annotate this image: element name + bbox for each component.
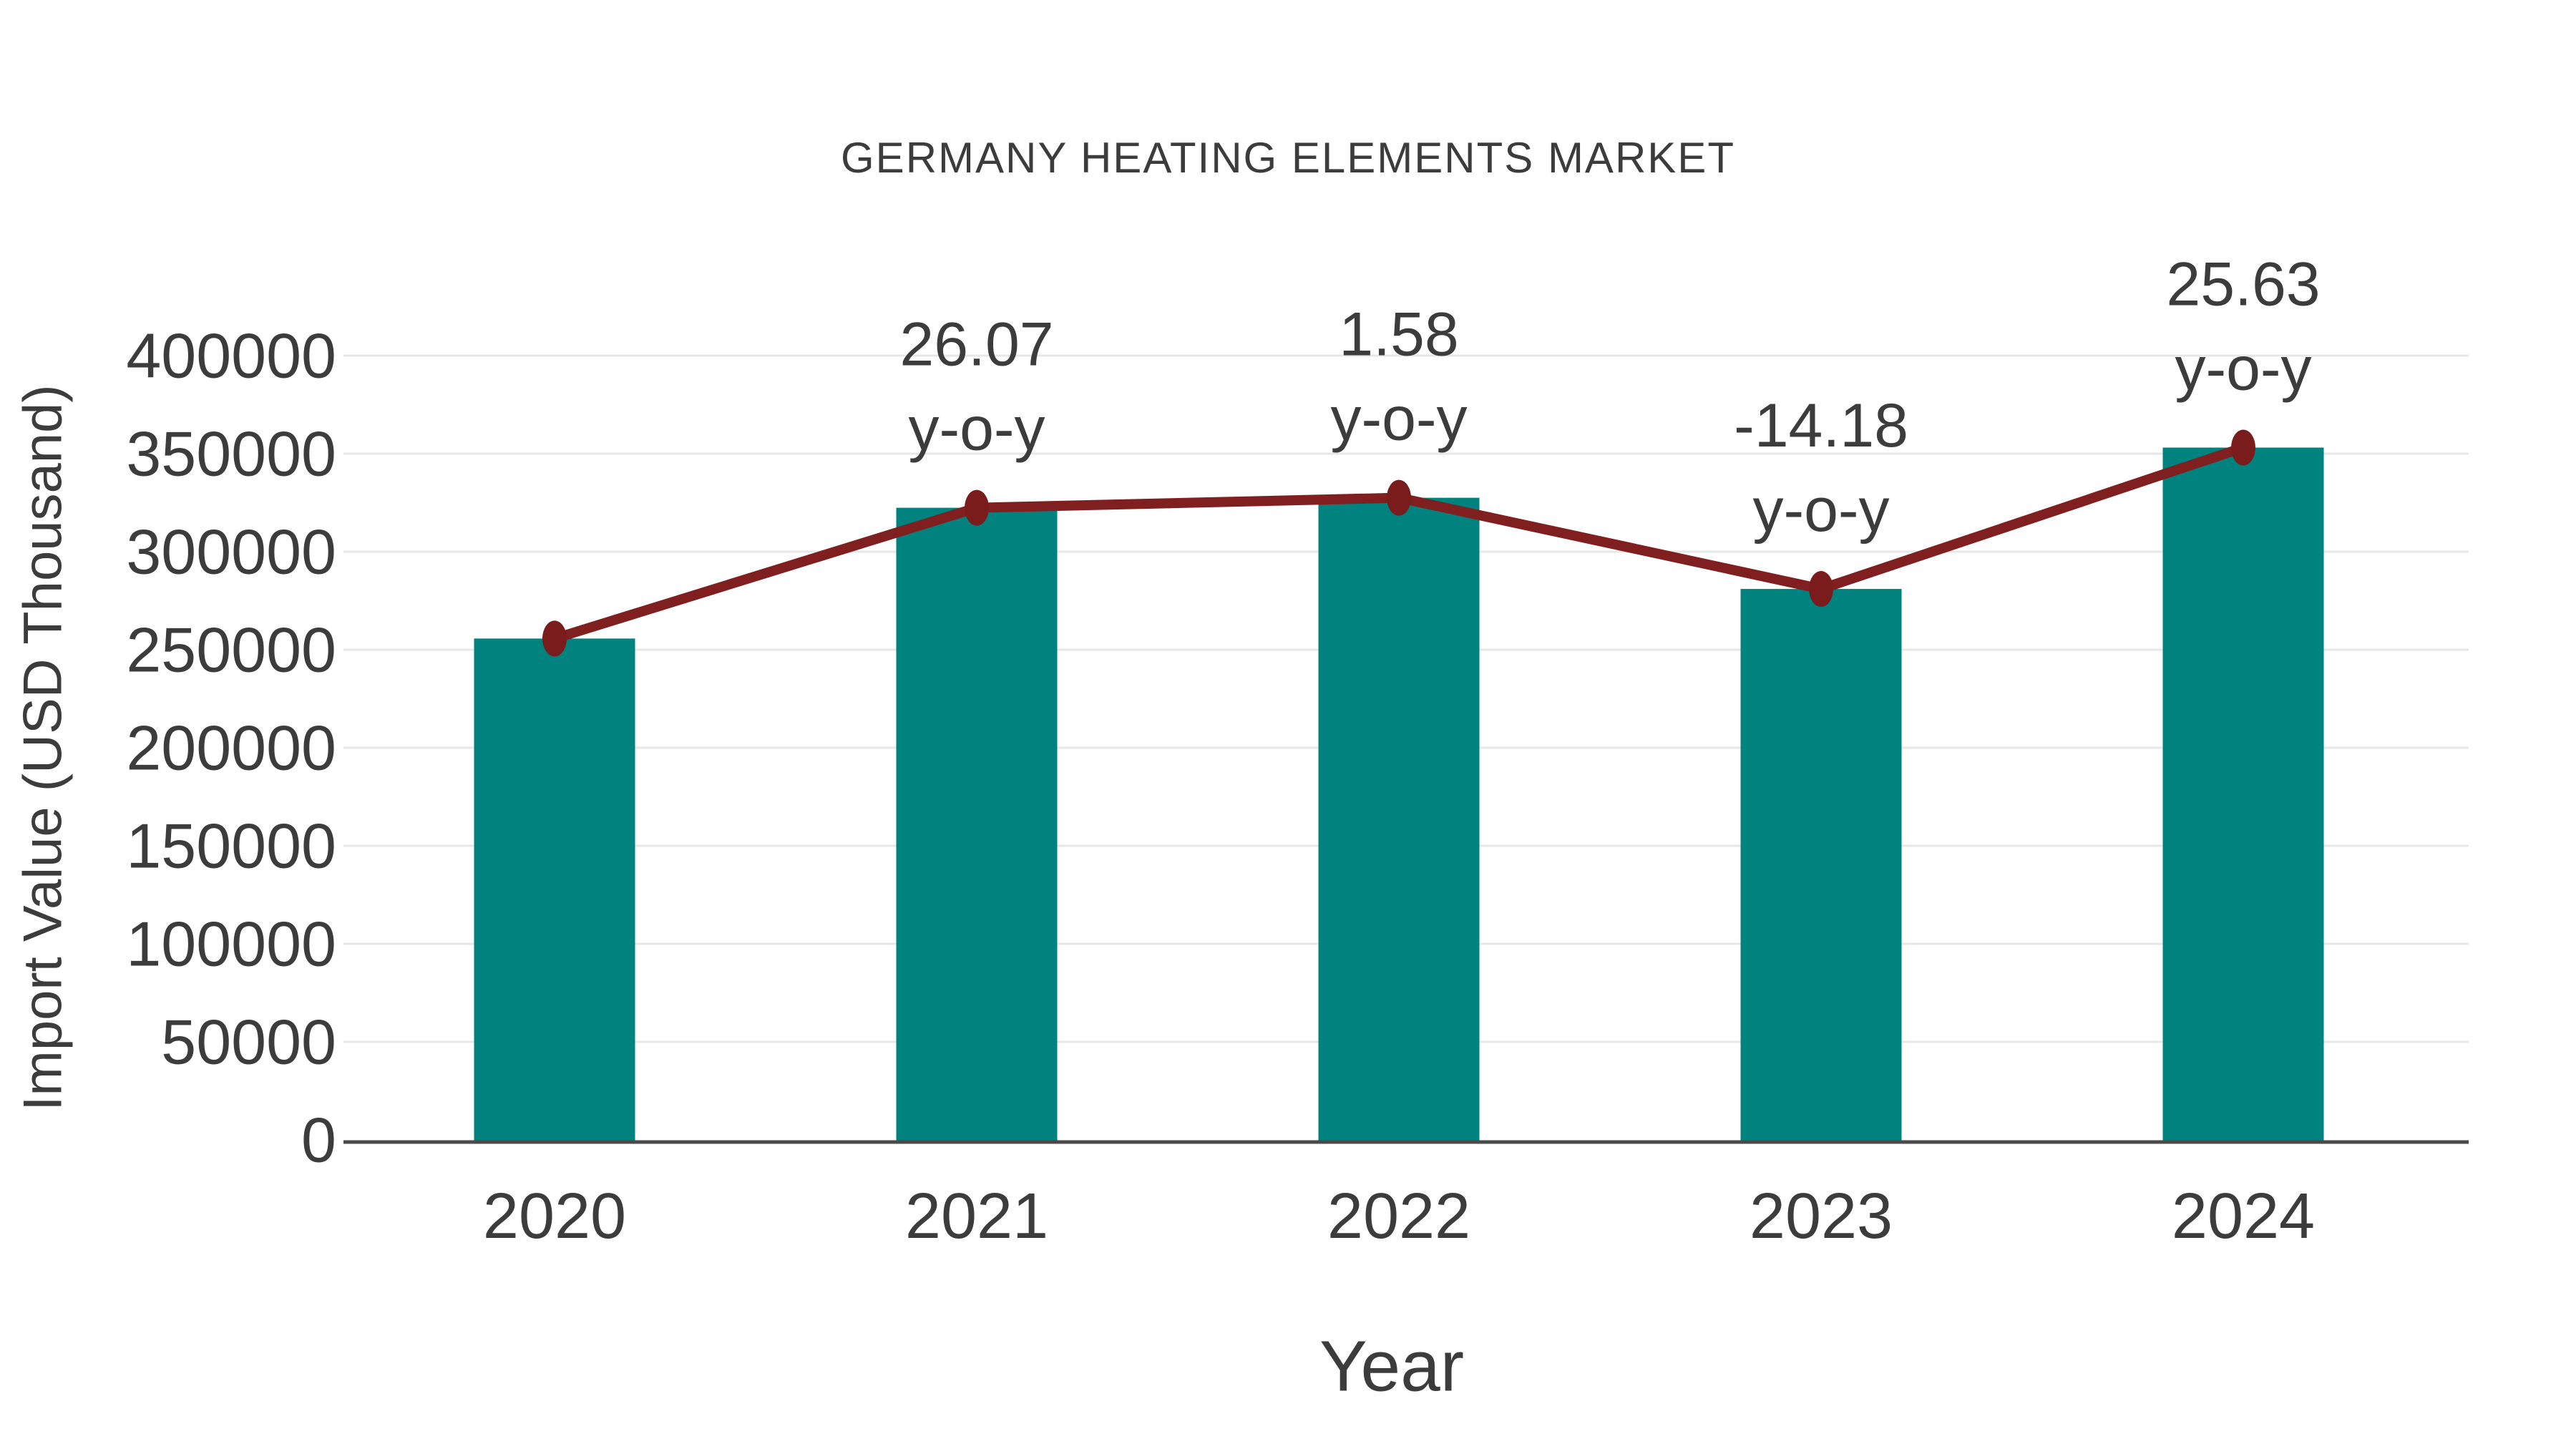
x-tick-label: 2024: [2172, 1181, 2315, 1252]
chart-title: GERMANY HEATING ELEMENTS MARKET: [841, 134, 1735, 182]
bar-2021: [896, 507, 1058, 1142]
yoy-value-label: 26.07: [899, 311, 1053, 379]
yoy-value-label: -14.18: [1734, 391, 1908, 460]
y-tick-label: 150000: [126, 811, 336, 882]
y-tick-label: 250000: [126, 615, 336, 686]
y-tick-label: 400000: [126, 321, 336, 391]
marker-2021: [965, 489, 989, 526]
yoy-suffix-label: y-o-y: [1330, 385, 1467, 454]
x-tick-label: 2021: [905, 1181, 1048, 1252]
yoy-suffix-label: y-o-y: [908, 395, 1045, 464]
bar-2022: [1318, 497, 1480, 1142]
yoy-suffix-label: y-o-y: [2175, 335, 2311, 404]
y-tick-label: 200000: [126, 713, 336, 784]
y-tick-label: 100000: [126, 909, 336, 980]
yoy-value-label: 1.58: [1339, 301, 1458, 369]
marker-2023: [1809, 571, 1833, 608]
bar-2023: [1740, 589, 1902, 1142]
bar-2020: [474, 638, 635, 1142]
x-tick-label: 2020: [483, 1181, 626, 1252]
marker-2022: [1387, 479, 1411, 516]
x-tick-label: 2023: [1750, 1181, 1893, 1252]
bar-2024: [2162, 447, 2324, 1142]
y-tick-label: 350000: [126, 419, 336, 489]
x-tick-label: 2022: [1327, 1181, 1470, 1252]
yoy-suffix-label: y-o-y: [1752, 476, 1889, 545]
marker-2024: [2231, 429, 2255, 466]
yoy-value-label: 25.63: [2166, 250, 2320, 319]
y-tick-label: 0: [301, 1105, 336, 1176]
x-axis-title: Year: [1319, 1326, 1465, 1407]
y-tick-label: 300000: [126, 517, 336, 587]
y-tick-label: 50000: [161, 1007, 336, 1078]
marker-2020: [542, 620, 567, 657]
